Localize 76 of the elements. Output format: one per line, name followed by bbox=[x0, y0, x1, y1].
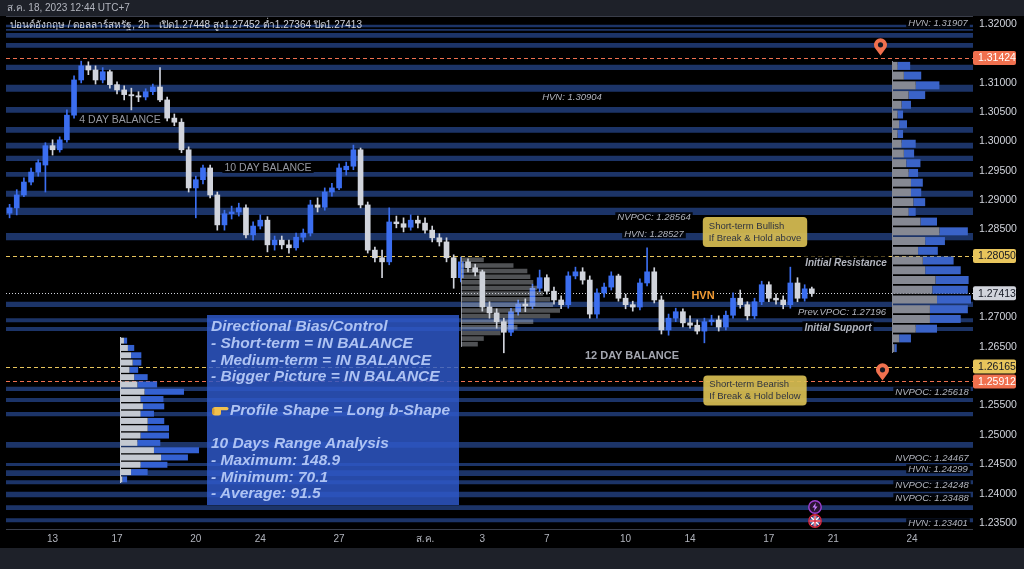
x-tick-label: 7 bbox=[544, 532, 551, 544]
x-tick-label: 21 bbox=[827, 532, 840, 544]
annotation: NVPOC: 1.23488 bbox=[895, 491, 970, 503]
annotation: 12 DAY BALANCE bbox=[584, 349, 680, 362]
x-tick-label: 13 bbox=[47, 532, 59, 544]
annotation: NVPOC: 1.24248 bbox=[895, 478, 970, 490]
annotation: Prev.VPOC: 1.27196 bbox=[797, 305, 887, 317]
bar bbox=[935, 276, 969, 284]
x-tick-label: 14 bbox=[684, 532, 697, 544]
annotation: HVN: 1.24299 bbox=[908, 462, 969, 474]
y-tick-label: 1.27000 bbox=[979, 310, 1018, 323]
bar bbox=[461, 291, 544, 296]
bar bbox=[906, 159, 921, 168]
bar bbox=[122, 476, 128, 483]
annotation: 10 DAY BALANCE bbox=[224, 161, 312, 174]
annotation: NVPOC: 1.25618 bbox=[895, 385, 970, 397]
bar bbox=[897, 61, 911, 70]
bar bbox=[929, 305, 968, 314]
ref-line-label: 1.26165 bbox=[978, 359, 1017, 372]
y-tick-label: 1.24500 bbox=[979, 457, 1018, 470]
y-tick-label: 1.32000 bbox=[979, 17, 1018, 30]
bar bbox=[897, 130, 904, 138]
y-tick-label: 1.23500 bbox=[979, 515, 1018, 528]
annotation: Short-term Bullish If Break & Hold above bbox=[708, 219, 802, 243]
y-tick-label: 1.25000 bbox=[979, 427, 1018, 440]
annotation: HVN: 1.28527 bbox=[624, 227, 685, 239]
y-tick-label: 1.29500 bbox=[979, 163, 1018, 176]
ref-line-label: 1.27413 bbox=[978, 286, 1017, 299]
annotation: HVN bbox=[691, 289, 715, 302]
y-tick-label: 1.26500 bbox=[979, 339, 1018, 352]
x-tick-label: 17 bbox=[763, 532, 775, 544]
x-tick-label: 24 bbox=[254, 532, 267, 544]
bar bbox=[123, 337, 128, 344]
annotation: Short-term Bearish If Break & Hold below bbox=[709, 378, 801, 402]
y-tick-label: 1.30500 bbox=[979, 105, 1018, 118]
x-tick-label: 27 bbox=[333, 532, 346, 544]
bar bbox=[908, 91, 926, 100]
bar bbox=[899, 334, 911, 343]
chart-title: ปอนด์อังกฤษ / ดอลลาร์สหรัฐ, 2h bbox=[10, 18, 150, 31]
x-tick-label: 24 bbox=[906, 532, 919, 544]
x-tick-label: ส.ค. bbox=[415, 532, 435, 544]
chart-subtitle: เปิด1.27448 สูง1.27452 ต่ำ1.27364 ปิด1.27413 bbox=[159, 16, 363, 31]
bar bbox=[939, 227, 968, 236]
x-tick-label: 3 bbox=[479, 532, 486, 544]
annotation: HVN: 1.30904 bbox=[542, 90, 602, 102]
annotation: NVPOC: 1.24467 bbox=[895, 451, 970, 463]
bar bbox=[920, 217, 938, 226]
y-tick-label: 1.31000 bbox=[979, 75, 1018, 88]
bar bbox=[901, 100, 911, 109]
annotation: Initial Resistance bbox=[805, 256, 888, 268]
y-tick-label: 1.24000 bbox=[979, 486, 1018, 499]
bar bbox=[908, 207, 916, 216]
text: ส.ค. 18, 2023 12:44 UTC+7 bbox=[7, 2, 131, 14]
bar bbox=[461, 336, 484, 341]
bar bbox=[925, 237, 945, 246]
text: Directional Bias/Control - Short-term = IN BALANCE - Medium-term = IN BALANCE - Bigger Picture = IN BALANCE Profile Shape = Long b-Shape 10 Days Range Analysis - Maximum: 148.9 - Minimum: 70.1 - Average: 91.5 bbox=[211, 317, 451, 502]
annotation: 4 DAY BALANCE bbox=[79, 112, 161, 125]
ref-line-label: 1.31424 bbox=[978, 51, 1017, 64]
y-tick-label: 1.29000 bbox=[979, 193, 1018, 206]
annotation: HVN: 1.31907 bbox=[908, 16, 969, 28]
bar bbox=[908, 168, 919, 177]
bar bbox=[918, 246, 938, 255]
annotation: HVN: 1.23401 bbox=[908, 516, 968, 528]
annotation: NVPOC: 1.28564 bbox=[617, 210, 691, 222]
bar bbox=[929, 314, 961, 323]
bar bbox=[913, 198, 926, 207]
ref-line-label: 1.28050 bbox=[978, 249, 1017, 262]
y-tick-label: 1.25500 bbox=[979, 398, 1018, 411]
x-tick-label: 10 bbox=[620, 532, 632, 544]
y-tick-label: 1.30000 bbox=[979, 134, 1018, 147]
y-tick-label: 1.28500 bbox=[979, 222, 1018, 235]
x-tick-label: 20 bbox=[190, 532, 202, 544]
bar bbox=[915, 324, 938, 333]
x-tick-label: 17 bbox=[111, 532, 124, 544]
ref-line-label: 1.25912 bbox=[978, 374, 1017, 387]
annotation: Initial Support bbox=[804, 321, 873, 333]
